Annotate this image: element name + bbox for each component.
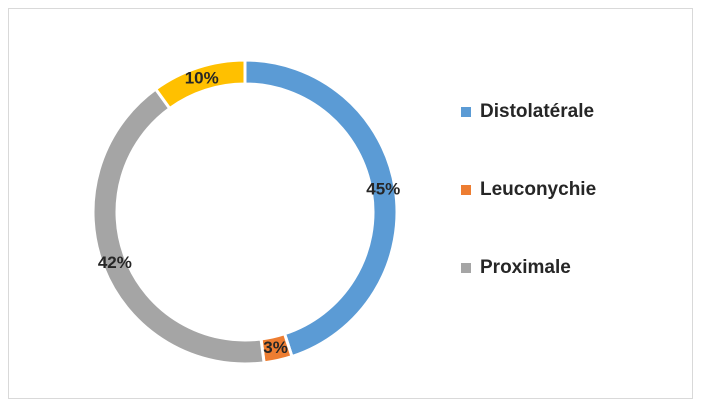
data-label: 10% bbox=[185, 68, 219, 87]
legend-label: Distolatérale bbox=[480, 101, 594, 122]
legend-swatch bbox=[461, 263, 471, 273]
legend-swatch bbox=[461, 185, 471, 195]
legend-swatch bbox=[461, 107, 471, 117]
data-label: 45% bbox=[366, 180, 400, 199]
legend-label: Leuconychie bbox=[480, 179, 596, 200]
donut-slice bbox=[153, 58, 247, 111]
data-label: 3% bbox=[263, 338, 288, 357]
chart-frame bbox=[8, 8, 693, 399]
legend-label: Proximale bbox=[480, 257, 571, 278]
data-label: 42% bbox=[98, 253, 132, 272]
